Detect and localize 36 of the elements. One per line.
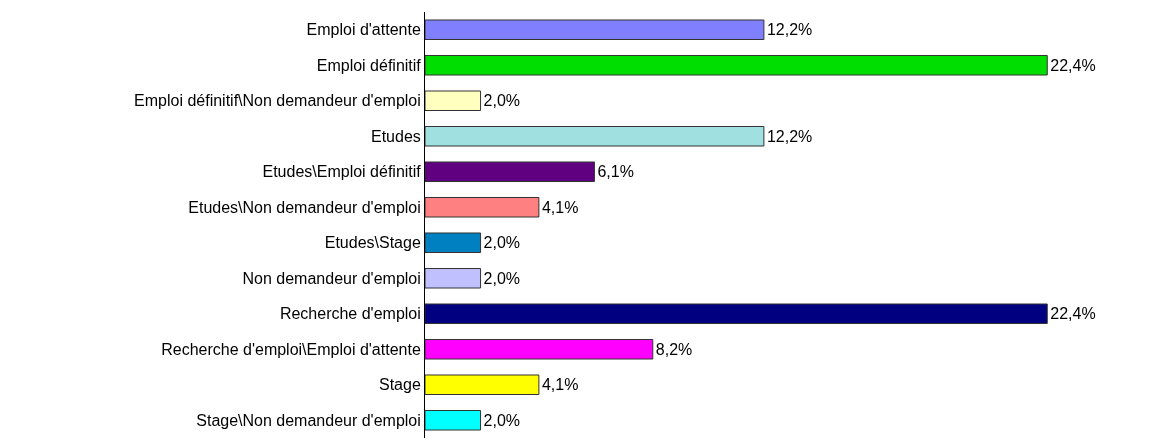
data-label: 2,0% [483, 411, 521, 429]
data-label: 4,1% [541, 198, 579, 216]
data-label: 22,4% [1050, 305, 1096, 323]
y-tick-label: Non demandeur d'emploi [242, 269, 421, 287]
y-tick-label: Emploi définitif [316, 56, 422, 74]
bar [425, 409, 482, 431]
bar [425, 338, 654, 360]
bar [425, 54, 1048, 76]
data-label: 4,1% [541, 376, 579, 394]
y-tick-label: Recherche d'emploi\Emploi d'attente [161, 340, 421, 358]
y-tick-label: Recherche d'emploi [279, 305, 421, 323]
bar [425, 267, 482, 289]
data-label: 22,4% [1050, 56, 1096, 74]
bar [425, 196, 540, 218]
y-tick-label: Stage\Non demandeur d'emploi [196, 411, 421, 429]
bar [425, 232, 482, 254]
bar [425, 90, 482, 112]
y-tick-label: Etudes\Stage [324, 234, 421, 252]
y-tick-label: Etudes\Non demandeur d'emploi [188, 198, 421, 216]
bar [425, 374, 540, 396]
data-label: 12,2% [766, 127, 813, 145]
bar [425, 19, 765, 41]
bar [425, 125, 765, 147]
data-label: 2,0% [483, 234, 521, 252]
bar [425, 303, 1048, 325]
bar [425, 161, 595, 183]
data-label: 2,0% [483, 269, 521, 287]
data-label: 2,0% [483, 92, 521, 110]
y-tick-label: Emploi d'attente [306, 21, 421, 39]
y-tick-label: Stage [378, 376, 421, 394]
y-tick-label: Etudes [370, 127, 421, 145]
y-tick-label: Emploi définitif\Non demandeur d'emploi [134, 92, 421, 110]
data-label: 8,2% [655, 340, 693, 358]
y-tick-label: Etudes\Emploi définitif [262, 163, 422, 181]
data-label: 12,2% [766, 21, 813, 39]
data-label: 6,1% [597, 163, 634, 181]
